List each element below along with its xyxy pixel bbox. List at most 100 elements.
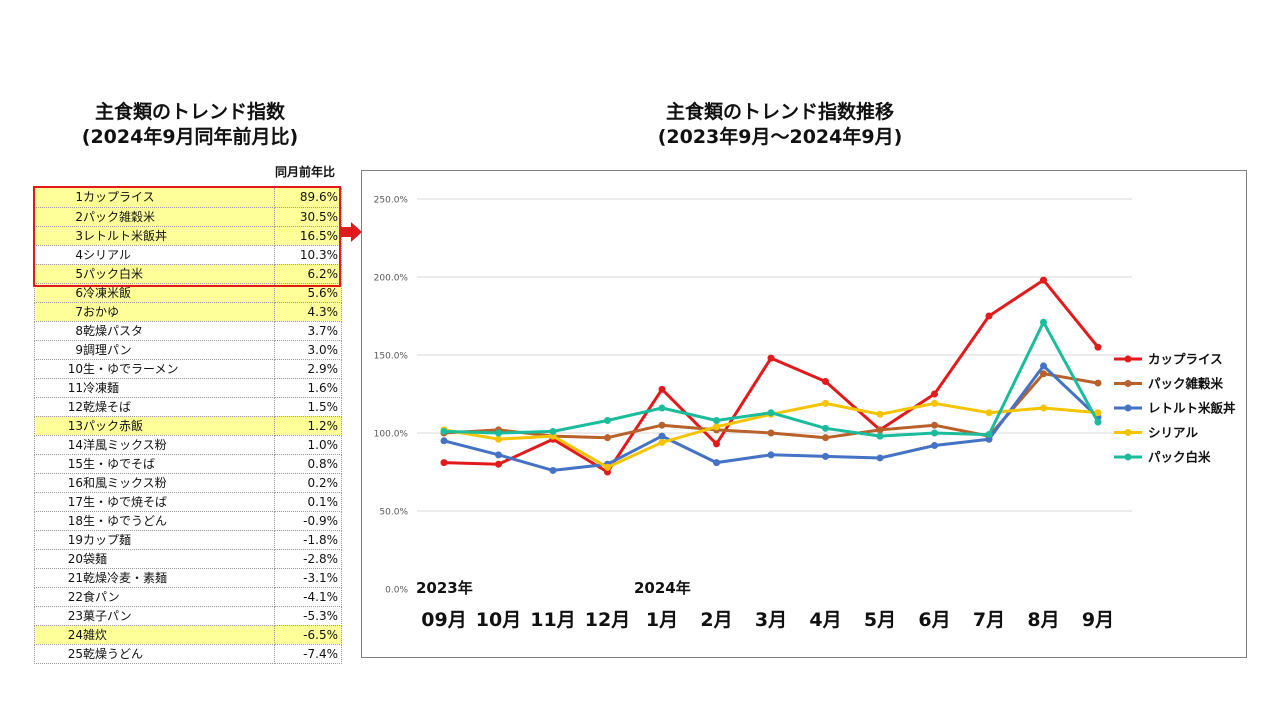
table-row: 17生・ゆで焼そば 0.1% [34, 492, 342, 512]
y-tick-label: 100.0% [374, 430, 409, 440]
yoy-value: -0.9% [274, 511, 342, 531]
data-point [931, 429, 938, 437]
data-point [440, 459, 448, 467]
x-tick-label: 4月 [809, 609, 841, 631]
rank-number: 22 [67, 589, 83, 604]
y-tick-label: 0.0% [385, 586, 408, 596]
item-name-cell: 12乾燥そば [34, 397, 275, 417]
y-tick-label: 150.0% [374, 352, 409, 362]
ranking-title-line1: 主食類のトレンド指数 [94, 101, 285, 123]
chart-title: 主食類のトレンド指数推移 (2023年9月〜2024年9月) [560, 100, 1000, 150]
data-point [1040, 404, 1047, 412]
data-point [822, 424, 829, 432]
data-point [1094, 379, 1102, 387]
data-point [985, 409, 993, 417]
table-row: 5パック白米 6.2% [34, 264, 342, 284]
chart-title-line1: 主食類のトレンド指数推移 [665, 101, 894, 123]
legend-marker [1124, 404, 1132, 412]
data-point [658, 432, 666, 440]
item-name-cell: 19カップ麺 [34, 530, 275, 550]
data-point [985, 312, 993, 320]
data-point [822, 378, 829, 386]
data-point [767, 354, 775, 362]
item-name-cell: 22食パン [34, 587, 275, 607]
x-tick-label: 10月 [476, 609, 521, 631]
data-point [495, 429, 502, 437]
legend-label: パック雑穀米 [1148, 376, 1224, 391]
yoy-value: 1.5% [274, 397, 342, 417]
table-row: 23菓子パン -5.3% [34, 606, 342, 626]
yoy-value: -5.3% [274, 606, 342, 626]
data-point [440, 427, 448, 435]
data-point [822, 434, 829, 442]
table-row: 8乾燥パスタ 3.7% [34, 321, 342, 341]
table-row: 2パック雑穀米 30.5% [34, 207, 342, 227]
yoy-value: -2.8% [274, 549, 342, 569]
data-point [931, 390, 938, 398]
item-name-cell: 6冷凍米飯 [34, 283, 275, 303]
data-point [767, 429, 775, 437]
item-name-cell: 13パック赤飯 [34, 416, 275, 436]
legend-marker [1124, 380, 1132, 387]
yoy-value: 0.8% [274, 454, 342, 474]
data-point [931, 421, 938, 429]
item-name: レトルト米飯丼 [83, 228, 168, 243]
yoy-value: 0.2% [274, 473, 342, 493]
yoy-value: -7.4% [274, 644, 342, 664]
item-name: 調理パン [83, 342, 132, 357]
table-row: 7おかゆ 4.3% [34, 302, 342, 322]
yoy-value: 0.1% [274, 492, 342, 512]
data-point [549, 427, 557, 435]
table-row: 1カップライス 89.6% [34, 188, 342, 208]
data-point [658, 438, 666, 446]
item-name-cell: 17生・ゆで焼そば [34, 492, 275, 512]
item-name: パック雑穀米 [83, 209, 156, 224]
data-point [931, 441, 938, 449]
y-tick-label: 250.0% [374, 196, 409, 206]
rank-number: 23 [67, 608, 83, 623]
rank-number: 25 [67, 646, 83, 661]
item-name-cell: 16和風ミックス粉 [34, 473, 275, 493]
data-point [658, 421, 666, 429]
data-point [767, 409, 775, 417]
yoy-value: 1.2% [274, 416, 342, 436]
x-tick-label: 12月 [585, 609, 630, 631]
yoy-value: 3.0% [274, 340, 342, 360]
x-tick-label: 09月 [421, 609, 466, 631]
table-row: 18生・ゆでうどん -0.9% [34, 511, 342, 531]
ranking-table: 1カップライス 89.6% 2パック雑穀米 30.5% 3レトルト米飯丼 16.5% 4シリ… [34, 188, 342, 664]
data-point [1094, 409, 1102, 417]
rank-number: 24 [67, 627, 83, 642]
chart-frame: 0.0% 50.0% 100.0% 150.0% 200.0% 250.0% 2023年 20… [361, 170, 1247, 658]
yoy-value: 30.5% [274, 207, 342, 227]
yoy-value: -6.5% [274, 625, 342, 645]
data-point [1040, 362, 1047, 370]
y-tick-label: 50.0% [379, 508, 408, 518]
right-arrow-icon [339, 222, 362, 242]
rank-number: 1 [75, 190, 83, 205]
table-row: 4シリアル 10.3% [34, 245, 342, 265]
chart-title-line2: (2023年9月〜2024年9月) [657, 126, 903, 148]
data-point [495, 451, 502, 459]
yoy-value: 4.3% [274, 302, 342, 322]
year-label: 2024年 [634, 579, 691, 597]
yoy-value: 3.7% [274, 321, 342, 341]
data-point [1094, 418, 1102, 426]
rank-number: 7 [75, 304, 83, 319]
rank-number: 21 [67, 570, 83, 585]
item-name: 袋麺 [83, 551, 108, 566]
item-name-cell: 18生・ゆでうどん [34, 511, 275, 531]
year-label: 2023年 [416, 579, 473, 597]
data-point [931, 399, 938, 407]
rank-number: 18 [67, 513, 83, 528]
item-name: カップライス [83, 190, 155, 205]
table-row: 25乾燥うどん -7.4% [34, 644, 342, 664]
x-tick-label: 9月 [1082, 609, 1114, 631]
item-name-cell: 24雑炊 [34, 625, 275, 645]
data-point [713, 440, 720, 448]
x-tick-label: 6月 [918, 609, 950, 631]
x-tick-label: 7月 [973, 609, 1005, 631]
yoy-value: -3.1% [274, 568, 342, 588]
table-row: 3レトルト米飯丼 16.5% [34, 226, 342, 246]
rank-number: 14 [67, 437, 83, 452]
